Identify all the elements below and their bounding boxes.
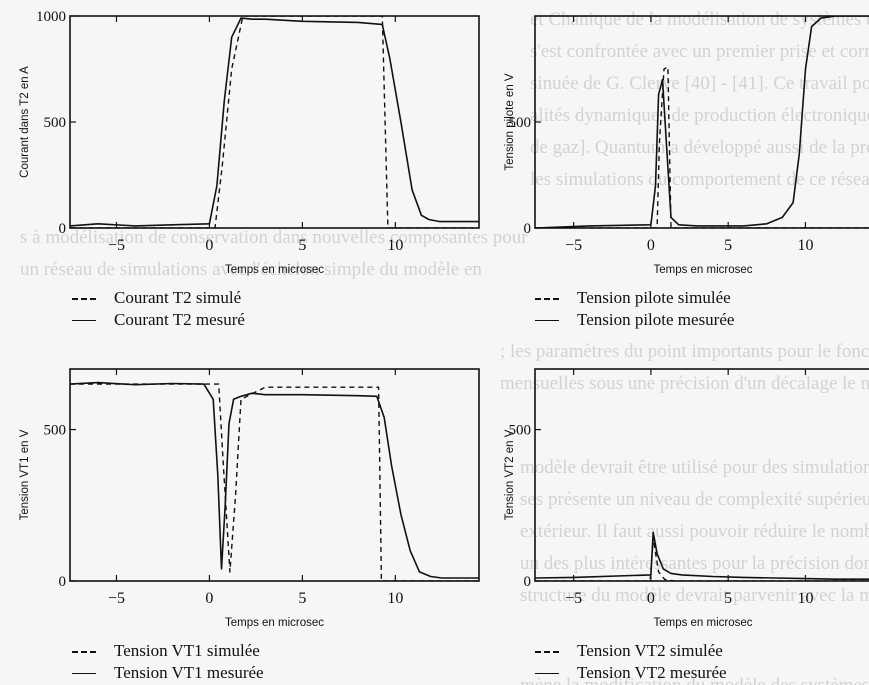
x-tick-label: 5 — [298, 237, 306, 254]
solid-line-swatch — [72, 320, 96, 321]
plot-frame — [69, 15, 480, 229]
x-tick-label: −5 — [565, 237, 582, 254]
x-tick-label: −5 — [108, 590, 125, 607]
background-text-line: s'est confrontée avec un premier prise e… — [530, 41, 869, 62]
background-text-line: alités dynamiques de production électron… — [530, 105, 869, 126]
background-text-line: modèle devrait être utilisé pour des sim… — [520, 457, 869, 478]
x-axis-label: Temps en microsec — [653, 617, 752, 629]
x-tick-label: 5 — [724, 237, 732, 254]
y-axis-label: Tension VT2 en V — [504, 429, 516, 520]
background-text-line: ses présente un niveau de complexité sup… — [520, 489, 869, 510]
series-line-simulated — [70, 16, 479, 228]
series-group — [70, 16, 479, 228]
background-text-line: extérieur. Il faut aussi pouvoir réduire… — [520, 521, 869, 542]
background-text-line: un des plus intéressantes pour la précis… — [520, 553, 869, 574]
solid-line-swatch — [535, 673, 559, 674]
x-tick-label: 10 — [387, 237, 403, 254]
y-tick-label: 500 — [44, 423, 67, 439]
x-axis-label: Temps en microsec — [225, 264, 324, 276]
legend-label: Courant T2 simulé — [114, 288, 242, 307]
x-tick-label: 0 — [647, 237, 655, 254]
y-axis-label: Courant dans T2 en A — [19, 66, 31, 178]
background-text-line: ; les paramètres du point importants pou… — [500, 341, 869, 362]
chart-tension-pilote: −5 0 5 10 0 500 Temps en microsec Tension pilot… — [504, 15, 869, 276]
background-text-line: sinuée de G. Clerye [40] - [41]. Ce trav… — [530, 73, 869, 94]
legend-label: Tension pilote mesurée — [577, 310, 735, 329]
legend-label: Courant T2 mesuré — [114, 310, 245, 329]
series-line-measured — [535, 531, 869, 580]
solid-line-swatch — [72, 673, 96, 674]
plot-frame — [69, 368, 480, 582]
x-tick-label: 0 — [205, 237, 213, 254]
y-tick-label: 0 — [524, 574, 532, 590]
dashed-line-swatch — [72, 651, 96, 653]
chart-tension-vt2: −5 0 5 10 0 500 Temps en microsec Tension VT2 e… — [504, 368, 869, 629]
y-tick-label: 1000 — [36, 9, 66, 25]
plot-frame — [534, 15, 869, 229]
series-line-measured — [70, 17, 479, 227]
background-text-line: les simulations du comportement de ce ré… — [530, 169, 869, 190]
background-text-line: et Chanique de la modélisation de systèm… — [530, 9, 869, 30]
x-tick-label: 10 — [387, 590, 403, 607]
series-group — [535, 16, 869, 228]
legend-label: Tension VT1 simulée — [114, 641, 260, 660]
x-axis-label: Temps en microsec — [653, 264, 752, 276]
legend-label: Tension pilote simulée — [577, 288, 731, 307]
background-text-line: structure du modèle devrait parvenir ave… — [520, 585, 869, 606]
background-text-line: de gaz]. Quantum a développé aussi de la… — [530, 137, 869, 158]
legend-label: Tension VT1 mesurée — [114, 663, 264, 682]
legend-label: Tension VT2 mesurée — [577, 663, 727, 682]
background-text-line: un réseau de simulations avec l'échelon … — [20, 259, 482, 280]
x-axis-label: Temps en microsec — [225, 617, 324, 629]
legend-label: Tension VT2 simulée — [577, 641, 723, 660]
background-text-line: mène la modification du modèle des systè… — [520, 670, 869, 685]
x-tick-label: 5 — [724, 590, 732, 607]
series-line-measured — [535, 16, 869, 228]
y-tick-label: 500 — [509, 115, 532, 131]
x-tick-label: 0 — [205, 590, 213, 607]
chart-courant-t2: −5 0 5 10 0 500 1000 Temps en microsec Courant d… — [19, 9, 480, 276]
dashed-line-swatch — [535, 651, 559, 653]
chart-tension-vt1: −5 0 5 10 0 500 Temps en microsec Tension VT1 e… — [19, 368, 480, 629]
x-tick-label: −5 — [565, 590, 582, 607]
x-tick-label: −5 — [108, 237, 125, 254]
y-tick-label: 0 — [59, 574, 67, 590]
solid-line-swatch — [535, 320, 559, 321]
background-text-line: s à modélisation de conservation dans no… — [20, 227, 528, 248]
y-tick-label: 0 — [524, 221, 532, 237]
series-line-simulated — [535, 537, 869, 581]
y-axis-label: Tension pilote en V — [504, 73, 516, 171]
series-group — [70, 381, 479, 581]
y-tick-label: 0 — [59, 221, 67, 237]
dashed-line-swatch — [72, 298, 96, 300]
series-line-simulated — [70, 383, 479, 581]
y-axis-label: Tension VT1 en V — [19, 429, 31, 520]
dashed-line-swatch — [535, 298, 559, 300]
plot-frame — [534, 368, 869, 582]
x-tick-label: 10 — [797, 590, 813, 607]
background-text-line: mensuelles sous une précision d'un décal… — [500, 373, 869, 394]
x-tick-label: 0 — [647, 590, 655, 607]
series-line-measured — [70, 381, 479, 579]
series-group — [535, 531, 869, 581]
x-tick-label: 5 — [298, 590, 306, 607]
x-tick-label: 10 — [797, 237, 813, 254]
series-line-simulated — [535, 66, 869, 228]
y-tick-label: 500 — [509, 423, 532, 439]
y-tick-label: 500 — [44, 115, 67, 131]
